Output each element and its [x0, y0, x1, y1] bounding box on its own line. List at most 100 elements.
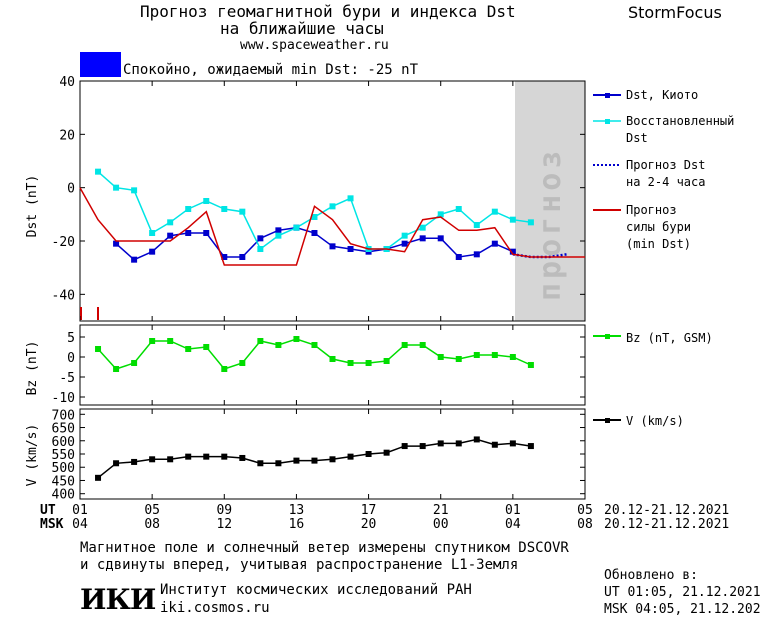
dst-frame: [79, 80, 586, 322]
data-point: [239, 254, 246, 260]
y-tick-label: -20: [52, 235, 75, 250]
site-url[interactable]: www.spaceweather.ru: [240, 38, 389, 53]
legend-marker-restored: [605, 119, 610, 124]
data-point: [473, 436, 480, 443]
data-point: [329, 456, 336, 463]
x-tick-label-ut: 13: [289, 503, 305, 518]
x-tick-label-msk: 00: [433, 517, 449, 532]
data-point: [257, 235, 264, 242]
data-point: [149, 338, 156, 344]
data-point: [185, 453, 192, 460]
data-point: [221, 206, 228, 212]
data-point: [491, 208, 498, 215]
data-point: [239, 454, 246, 461]
data-point: [167, 338, 174, 344]
series-line-dst-1: [97, 171, 532, 251]
data-point: [437, 354, 444, 360]
data-point: [365, 360, 372, 366]
dst-axis-label: Dst (nT): [25, 175, 40, 238]
data-point: [527, 362, 534, 368]
data-point: [419, 443, 426, 450]
data-point: [383, 358, 390, 364]
data-point: [527, 219, 534, 226]
data-point: [491, 240, 498, 247]
data-point: [329, 243, 336, 250]
x-tick-label-msk: 12: [216, 517, 232, 532]
legend-marker-v: [605, 418, 610, 423]
legend-label-forecast-2: на 2-4 часа: [626, 175, 705, 189]
data-point: [221, 453, 228, 460]
data-point: [95, 168, 102, 175]
legend-label-forecast-1: Прогноз Dst: [626, 158, 705, 172]
forecast-zone: [515, 81, 585, 321]
data-point: [221, 254, 228, 260]
y-tick-label: 5: [67, 331, 75, 346]
updated-label: Обновлено в:: [604, 568, 698, 583]
legend-label-bz: Bz (nT, GSM): [626, 331, 713, 345]
msk-axis-label: MSK: [40, 517, 64, 532]
legend-label-storm-3: (min Dst): [626, 237, 691, 251]
data-point: [113, 366, 120, 372]
data-point: [203, 198, 210, 204]
dst-panel: прогноз 40 20 0 -20 -40 Dst (nT): [25, 75, 586, 322]
data-point: [131, 187, 138, 194]
y-tick-label: 700: [52, 408, 75, 423]
updated-ut: UT 01:05, 21.12.2021: [604, 585, 760, 600]
data-point: [527, 443, 534, 450]
data-point: [347, 360, 354, 366]
bz-panel: 5 0 -5 -10 Bz (nT): [25, 324, 586, 406]
data-point: [221, 366, 228, 372]
data-point: [203, 344, 210, 350]
x-tick-label-msk: 16: [289, 517, 305, 532]
data-point: [401, 240, 408, 247]
data-point: [275, 342, 282, 348]
data-point: [149, 456, 156, 463]
data-point: [311, 342, 318, 348]
data-point: [203, 453, 210, 460]
data-point: [257, 338, 264, 344]
data-point: [239, 208, 246, 215]
legend-label-storm-2: силы бури: [626, 220, 691, 234]
x-tick-label-msk: 08: [144, 517, 160, 532]
x-tick-label-msk: 04: [505, 517, 521, 532]
legend-label-restored-1: Восстановленный: [626, 114, 734, 128]
data-point: [239, 360, 246, 366]
y-tick-label: -10: [52, 391, 75, 406]
legend-label-v: V (km/s): [626, 414, 684, 428]
iki-logo[interactable]: ИКИ: [80, 583, 156, 616]
data-point: [509, 354, 516, 360]
storm-marker-2: [97, 307, 99, 320]
data-point: [473, 352, 480, 358]
v-axis-label: V (km/s): [25, 424, 40, 487]
y-tick-label: 20: [59, 128, 75, 143]
legend-marker-dst-kyoto: [605, 93, 610, 98]
x-tick-label-ut: 21: [433, 503, 449, 518]
ut-date-range: 20.12-21.12.2021: [604, 503, 729, 518]
data-point: [455, 356, 462, 362]
data-point: [419, 342, 426, 348]
y-tick-label: 0: [67, 182, 75, 197]
data-point: [293, 336, 300, 342]
data-point: [149, 248, 156, 255]
updated-msk: MSK 04:05, 21.12.2021: [604, 602, 760, 617]
data-point: [437, 440, 444, 447]
data-point: [113, 184, 120, 191]
chart-title: Прогноз геомагнитной бури и индекса Dst: [140, 2, 516, 21]
y-tick-label: 450: [52, 474, 75, 489]
data-point: [401, 232, 408, 239]
legend-label-storm-1: Прогноз: [626, 203, 677, 217]
bz-axis-label: Bz (nT): [25, 341, 40, 396]
x-tick-label-ut: 05: [577, 503, 593, 518]
footer-note-2: и сдвинуты вперед, учитывая распростране…: [80, 557, 519, 573]
data-point: [455, 206, 462, 212]
v-frame: [79, 408, 586, 500]
data-point: [437, 211, 444, 218]
x-tick-label-msk: 04: [72, 517, 88, 532]
data-point: [131, 458, 138, 465]
institute-site[interactable]: iki.cosmos.ru: [160, 600, 270, 616]
x-tick-label-msk: 20: [361, 517, 377, 532]
y-tick-label: 550: [52, 448, 75, 463]
data-point: [383, 449, 390, 456]
y-tick-label: 0: [67, 351, 75, 366]
data-point: [275, 227, 282, 234]
